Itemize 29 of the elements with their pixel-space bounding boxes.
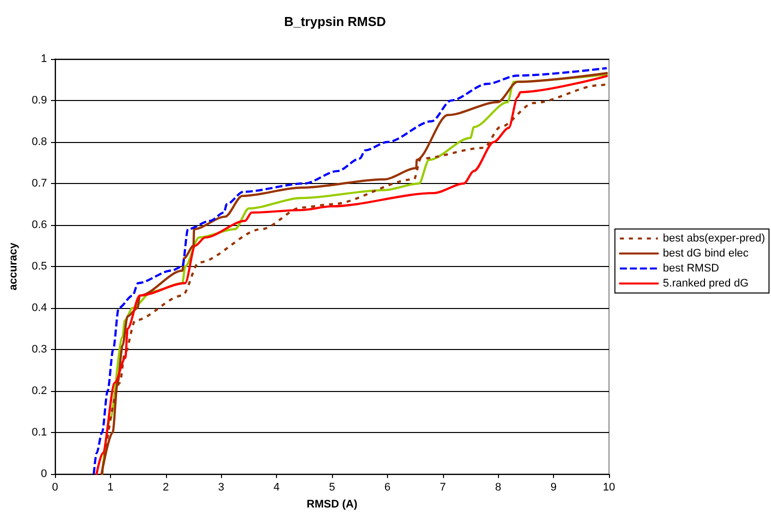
y-tick-label: 0 <box>40 468 47 480</box>
x-tick-label: 7 <box>440 482 446 494</box>
chart-title: B_trypsin RMSD <box>284 14 386 29</box>
y-tick-label: 1 <box>40 53 47 65</box>
y-tick-label: 0.8 <box>32 136 47 148</box>
y-tick-label: 0.9 <box>32 94 47 106</box>
y-tick-label: 0.4 <box>32 302 47 314</box>
x-tick-label: 4 <box>274 482 280 494</box>
x-tick-label: 9 <box>550 482 557 494</box>
legend-label: best abs(exper-pred) <box>662 232 766 244</box>
x-tick-label: 0 <box>52 482 58 494</box>
x-axis-title: RMSD (A) <box>306 498 358 510</box>
x-tick-label: 8 <box>495 482 502 494</box>
x-tick-label: 10 <box>602 482 616 494</box>
y-tick-label: 0.5 <box>32 260 47 272</box>
y-tick-label: 0.2 <box>32 385 47 397</box>
x-tick-label: 1 <box>107 482 114 494</box>
x-tick-label: 5 <box>328 482 336 494</box>
y-axis-title: accuracy <box>8 242 20 290</box>
legend-label: 5.ranked pred dG <box>662 278 749 290</box>
y-tick-label: 0.3 <box>32 344 47 356</box>
y-tick-label: 0.1 <box>32 426 47 438</box>
y-tick-label: 0.6 <box>32 219 47 231</box>
y-tick-label: 0.7 <box>32 178 47 190</box>
legend-label: best RMSD <box>662 262 720 274</box>
x-tick-label: 3 <box>218 482 224 494</box>
x-tick-label: 6 <box>384 482 390 494</box>
x-tick-label: 2 <box>162 482 169 494</box>
legend-label: best dG bind elec <box>662 248 750 260</box>
